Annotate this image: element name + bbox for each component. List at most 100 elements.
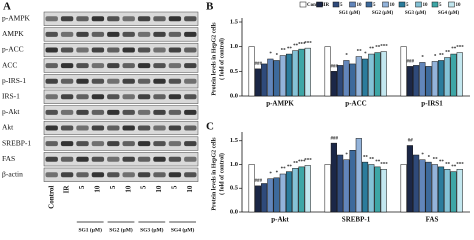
significance-label: *	[269, 172, 272, 177]
significance-label: *	[364, 52, 367, 57]
blot-band	[168, 94, 182, 100]
y-axis-label: Protein levels in HepG2 cells	[211, 137, 217, 211]
blot-band	[91, 125, 105, 131]
legend-swatch	[299, 1, 307, 8]
blot-band	[60, 31, 74, 37]
bar	[450, 53, 457, 97]
blot-band	[184, 109, 197, 115]
blot-band	[168, 63, 182, 69]
blot-band	[60, 16, 74, 22]
blot-band	[91, 16, 105, 22]
blot-band	[60, 94, 74, 100]
blot-band	[91, 141, 105, 147]
lane-label: 5	[171, 185, 179, 189]
significance-label: *	[421, 56, 424, 61]
bar	[419, 62, 426, 97]
legend-label: 10	[390, 3, 396, 8]
blot-band	[168, 31, 182, 37]
blot-band	[153, 16, 166, 22]
blot-band	[107, 156, 120, 162]
blot-band	[91, 172, 105, 178]
blot-band	[168, 78, 182, 84]
bar	[425, 161, 432, 213]
legend-group-label: SG1 (μM)	[339, 11, 361, 16]
legend-swatch	[332, 1, 340, 8]
bar	[292, 168, 299, 213]
blot-band	[168, 172, 182, 178]
blot-band	[76, 78, 89, 84]
lane-label: 10	[124, 185, 132, 193]
blot-band	[122, 94, 135, 100]
legend-label: IR	[324, 3, 330, 8]
bar	[349, 150, 356, 213]
y-tick-label: 0.0	[230, 92, 238, 99]
significance-label: **	[287, 47, 293, 52]
blot-band	[107, 47, 120, 53]
significance-label: ***	[456, 162, 464, 167]
bar	[361, 161, 369, 213]
legend-label: 10	[357, 3, 363, 8]
blot-band	[184, 125, 197, 131]
blot-band	[91, 94, 105, 100]
x-tick-label: FAS	[426, 216, 439, 224]
significance-label: ***	[380, 45, 388, 50]
bar	[431, 61, 438, 97]
x-tick-label: p-IRS1	[421, 100, 443, 108]
blot-row-label: AMPK	[2, 29, 24, 38]
bar	[337, 154, 344, 213]
blot-band	[60, 156, 74, 162]
blot-band	[45, 125, 58, 131]
blot-band	[107, 78, 120, 84]
panel-letter: B	[206, 1, 214, 13]
y-tick-label: 0.5	[230, 185, 239, 192]
bar	[267, 58, 274, 97]
blot-strip	[43, 136, 199, 151]
bar	[380, 169, 387, 213]
significance-label: *	[345, 54, 348, 59]
legend-label: 5	[340, 3, 343, 8]
bar	[400, 164, 407, 213]
significance-label: **	[445, 51, 451, 56]
blot-band	[122, 125, 135, 131]
legend-group-label: SG3 (μM)	[405, 11, 427, 16]
blot-band	[184, 94, 197, 100]
blot-band	[137, 31, 151, 37]
bar	[267, 178, 274, 213]
significance-label: **	[281, 49, 287, 54]
bar	[456, 52, 463, 97]
bar	[413, 154, 420, 213]
panel-letter: A	[3, 1, 11, 13]
bar	[298, 48, 305, 97]
blot-band	[60, 125, 74, 131]
blot-band	[122, 78, 135, 84]
bar	[343, 60, 350, 97]
legend-swatch	[448, 1, 455, 8]
blot-band	[122, 63, 135, 69]
significance-label: **	[439, 160, 445, 165]
blot-band	[137, 125, 151, 131]
significance-label: ***	[456, 46, 464, 51]
blot-row-label: SREBP-1	[2, 138, 31, 147]
y-tick-label: 1.5	[230, 137, 239, 144]
blot-band	[107, 94, 120, 100]
blot-row-label: p-ACC	[2, 45, 24, 54]
blot-band	[76, 109, 89, 115]
bar	[406, 66, 413, 97]
legend-swatch	[398, 1, 406, 8]
group-label: SG2 (μM)	[109, 226, 133, 233]
blot-band	[184, 172, 197, 178]
blot-band	[153, 78, 166, 84]
blot-row-label: IRS-1	[2, 92, 20, 101]
lane-label: 5	[109, 185, 117, 189]
blot-strip	[43, 89, 199, 104]
significance-label: ***	[298, 160, 306, 165]
y-tick-label: 0.0	[230, 208, 238, 215]
significance-label: **	[445, 162, 451, 167]
x-tick-label: p-ACC	[345, 100, 366, 108]
blot-band	[184, 63, 197, 69]
bar	[285, 171, 293, 213]
blot-band	[153, 47, 166, 53]
blot-strip	[43, 58, 199, 73]
significance-label: **	[281, 167, 287, 172]
bar	[304, 165, 311, 213]
